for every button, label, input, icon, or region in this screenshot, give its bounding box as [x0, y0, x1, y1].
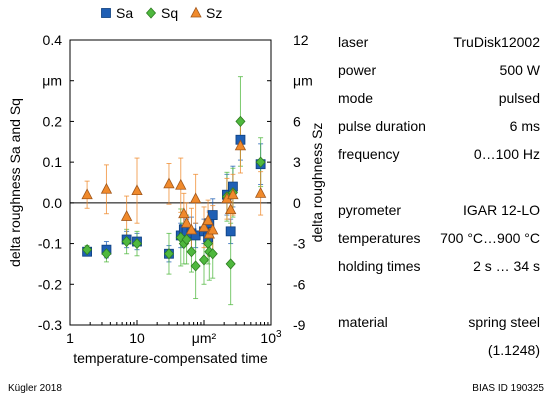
legend-marker-sz	[190, 6, 202, 18]
param-value: IGAR 12-LO	[462, 202, 540, 218]
point-sq	[121, 235, 132, 248]
point-sz	[207, 223, 219, 235]
y-left-tick-label: -0.2	[38, 276, 62, 292]
point-sz	[224, 203, 237, 215]
x-axis-title: temperature-compensated time	[73, 350, 268, 366]
point-sq	[225, 258, 236, 270]
param-row-holding-times: holding times 2 s … 34 s	[338, 252, 540, 280]
param-spacer	[338, 168, 540, 196]
roughness-chart: 0.4 μm 0.2 0.1 0.0 -0.1 -0.2 -0.3 12 μm 6 3 0 -3 -6 -9 1…	[7, 5, 325, 366]
param-value: 700 °C…900 °C	[440, 230, 540, 246]
param-key: pyrometer	[338, 202, 402, 218]
param-key: temperatures	[338, 230, 421, 246]
legend-marker-sq	[145, 7, 157, 19]
y-right-axis-title: delta roughness Sz	[309, 123, 325, 243]
point-sz	[180, 216, 193, 228]
y-left-tick-label: -0.3	[38, 317, 62, 333]
param-row-pulse-duration: pulse duration 6 ms	[338, 112, 540, 140]
param-row-frequency: frequency 0…100 Hz	[338, 140, 540, 168]
point-sz	[131, 184, 143, 196]
point-sz	[178, 207, 190, 219]
x-tick-label: 1	[66, 330, 74, 346]
y-left-tick-label: -0.1	[38, 236, 62, 252]
param-key: mode	[338, 90, 374, 106]
y-right-tick-label: -3	[293, 236, 306, 252]
param-value: TruDisk12002	[453, 34, 540, 50]
legend-label-sq: Sq	[161, 5, 178, 21]
point-sz	[163, 177, 175, 189]
param-key: frequency	[338, 146, 400, 162]
footer-author: Kügler 2018	[8, 383, 62, 394]
legend-label-sa: Sa	[116, 5, 133, 21]
param-row-power: power 500 W	[338, 56, 540, 84]
param-value: pulsed	[498, 90, 540, 106]
param-row-temperatures: temperatures 700 °C…900 °C	[338, 224, 540, 252]
param-key: holding times	[338, 258, 421, 274]
param-value: 500 W	[499, 62, 540, 78]
param-row-pyrometer: pyrometer IGAR 12-LO	[338, 196, 540, 224]
x-tick-label: μm²	[192, 330, 217, 346]
point-sq	[101, 248, 112, 260]
footer-id: BIAS ID 190325	[472, 383, 544, 394]
param-key: power	[338, 62, 377, 78]
legend-label-sz: Sz	[206, 5, 222, 21]
param-row-material-number: (1.1248)	[338, 336, 540, 364]
point-sz	[120, 210, 133, 221]
point-sq	[255, 156, 266, 168]
point-sz	[189, 192, 202, 204]
param-value: spring steel	[468, 314, 540, 330]
y-left-tick-label: 0.0	[43, 195, 63, 211]
point-sz	[254, 186, 267, 198]
legend-marker-sa	[101, 8, 111, 18]
x-tick-exponent: 3	[276, 329, 282, 340]
param-key: pulse duration	[338, 118, 426, 134]
y-right-tick-label: 0	[293, 195, 301, 211]
param-row-laser: laser TruDisk12002	[338, 28, 540, 56]
y-right-tick-label: 12	[293, 32, 309, 48]
param-key: material	[338, 314, 388, 330]
y-right-tick-label: μm	[293, 73, 313, 89]
y-left-axis-title: delta roughness Sa and Sq	[7, 98, 23, 267]
plot-frame	[69, 39, 272, 326]
param-value: (1.1248)	[487, 342, 540, 358]
point-sz	[227, 188, 239, 200]
point-sz	[100, 182, 113, 194]
param-row-mode: mode pulsed	[338, 84, 540, 112]
param-value: 6 ms	[509, 118, 540, 134]
point-sz	[234, 139, 247, 151]
y-right-tick-label: -9	[293, 317, 306, 333]
point-sq	[82, 244, 93, 256]
y-right-tick-label: 3	[293, 154, 301, 170]
x-tick-label: 103	[260, 329, 282, 346]
point-sq	[207, 248, 218, 260]
param-key: laser	[338, 34, 369, 50]
point-sz	[175, 178, 187, 190]
param-spacer	[338, 280, 540, 308]
parameter-panel: laser TruDisk12002 power 500 W mode puls…	[338, 28, 540, 364]
point-sz	[198, 220, 210, 232]
x-tick-label: 10	[129, 330, 145, 346]
point-sq	[181, 233, 192, 246]
point-sq	[198, 254, 210, 266]
point-sq	[131, 237, 143, 250]
y-left-tick-label: 0.1	[43, 154, 63, 170]
point-sz	[81, 188, 93, 200]
point-sq	[235, 115, 246, 128]
point-sq	[163, 248, 175, 260]
point-sq	[186, 246, 197, 258]
param-row-material: material spring steel	[338, 308, 540, 336]
param-value: 0…100 Hz	[473, 146, 540, 162]
param-value: 2 s … 34 s	[473, 258, 540, 274]
y-left-tick-label: 0.4	[43, 32, 63, 48]
y-right-tick-label: 6	[293, 113, 301, 129]
y-left-tick-label: 0.2	[43, 113, 63, 129]
point-sz	[202, 214, 214, 225]
y-right-tick-label: -6	[293, 276, 306, 292]
point-sq	[190, 260, 201, 272]
y-left-tick-label: μm	[42, 73, 62, 89]
point-sa	[225, 226, 236, 237]
point-sz	[185, 223, 198, 235]
